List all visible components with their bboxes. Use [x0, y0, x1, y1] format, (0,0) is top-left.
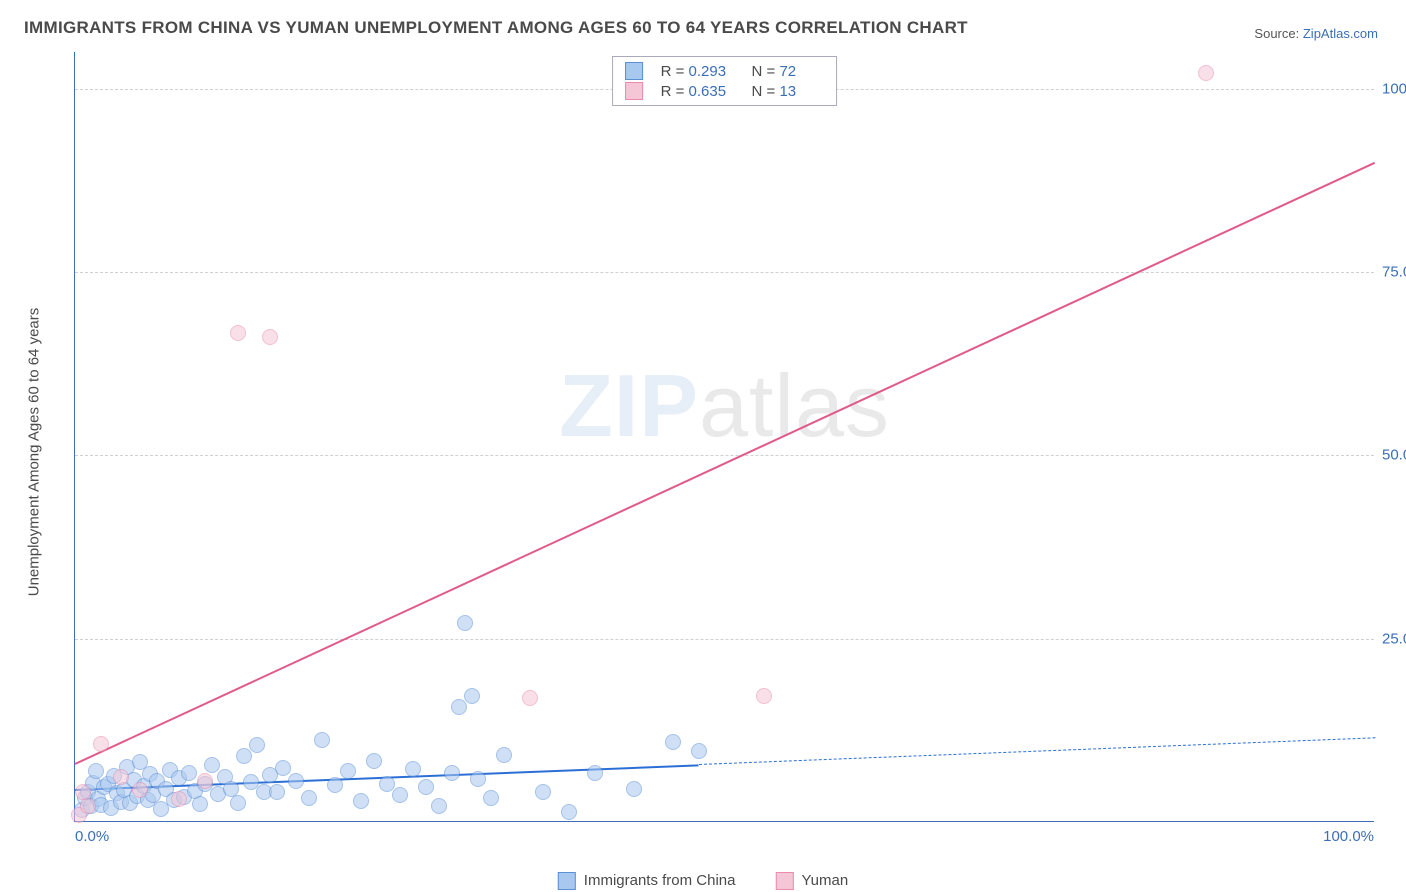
data-point — [288, 773, 304, 789]
trend-line — [75, 162, 1376, 765]
x-tick-max: 100.0% — [1323, 828, 1374, 845]
data-point — [392, 787, 408, 803]
data-point — [113, 769, 129, 785]
legend-row: R = 0.293N = 72 — [625, 61, 825, 81]
y-tick-label: 75.0% — [1382, 264, 1406, 281]
data-point — [88, 763, 104, 779]
data-point — [301, 790, 317, 806]
data-point — [75, 784, 91, 800]
correlation-legend: R = 0.293N = 72R = 0.635N = 13 — [612, 56, 838, 106]
data-point — [665, 734, 681, 750]
data-point — [314, 732, 330, 748]
chart-title: IMMIGRANTS FROM CHINA VS YUMAN UNEMPLOYM… — [24, 18, 968, 38]
source-value: ZipAtlas.com — [1303, 26, 1378, 41]
data-point — [327, 777, 343, 793]
data-point — [451, 699, 467, 715]
data-point — [691, 743, 707, 759]
data-point — [756, 688, 772, 704]
trend-line-dashed — [699, 738, 1375, 766]
gridline — [75, 639, 1374, 640]
legend-swatch — [625, 62, 643, 80]
data-point — [431, 798, 447, 814]
data-point — [93, 736, 109, 752]
data-point — [483, 790, 499, 806]
data-point — [80, 798, 96, 814]
data-point — [444, 765, 460, 781]
x-tick-min: 0.0% — [75, 828, 109, 845]
plot-container: Unemployment Among Ages 60 to 64 years Z… — [44, 52, 1374, 852]
data-point — [470, 771, 486, 787]
y-tick-label: 100.0% — [1382, 80, 1406, 97]
legend-swatch — [625, 82, 643, 100]
data-point — [418, 779, 434, 795]
data-point — [464, 688, 480, 704]
legend-item: Yuman — [776, 872, 849, 890]
data-point — [535, 784, 551, 800]
watermark-atlas: atlas — [699, 356, 890, 455]
series-legend: Immigrants from China Yuman — [558, 872, 848, 890]
source-attribution: Source: ZipAtlas.com — [1254, 26, 1378, 41]
gridline — [75, 272, 1374, 273]
y-tick-label: 50.0% — [1382, 447, 1406, 464]
data-point — [249, 737, 265, 753]
data-point — [132, 782, 148, 798]
data-point — [1198, 65, 1214, 81]
legend-row: R = 0.635N = 13 — [625, 81, 825, 101]
data-point — [236, 748, 252, 764]
legend-item: Immigrants from China — [558, 872, 736, 890]
data-point — [587, 765, 603, 781]
legend-swatch — [558, 872, 576, 890]
plot-area: ZIPatlas R = 0.293N = 72R = 0.635N = 13 … — [74, 52, 1374, 822]
data-point — [262, 329, 278, 345]
source-label: Source: — [1254, 26, 1299, 41]
data-point — [204, 757, 220, 773]
data-point — [366, 753, 382, 769]
data-point — [269, 784, 285, 800]
data-point — [230, 795, 246, 811]
data-point — [192, 796, 208, 812]
data-point — [181, 765, 197, 781]
data-point — [353, 793, 369, 809]
data-point — [171, 791, 187, 807]
gridline — [75, 455, 1374, 456]
y-axis-label: Unemployment Among Ages 60 to 64 years — [26, 308, 43, 597]
data-point — [496, 747, 512, 763]
data-point — [626, 781, 642, 797]
data-point — [230, 325, 246, 341]
data-point — [340, 763, 356, 779]
watermark: ZIPatlas — [559, 355, 890, 457]
data-point — [275, 760, 291, 776]
data-point — [457, 615, 473, 631]
data-point — [522, 690, 538, 706]
watermark-zip: ZIP — [559, 356, 699, 455]
data-point — [405, 761, 421, 777]
y-tick-label: 25.0% — [1382, 630, 1406, 647]
data-point — [561, 804, 577, 820]
data-point — [197, 773, 213, 789]
legend-swatch — [776, 872, 794, 890]
